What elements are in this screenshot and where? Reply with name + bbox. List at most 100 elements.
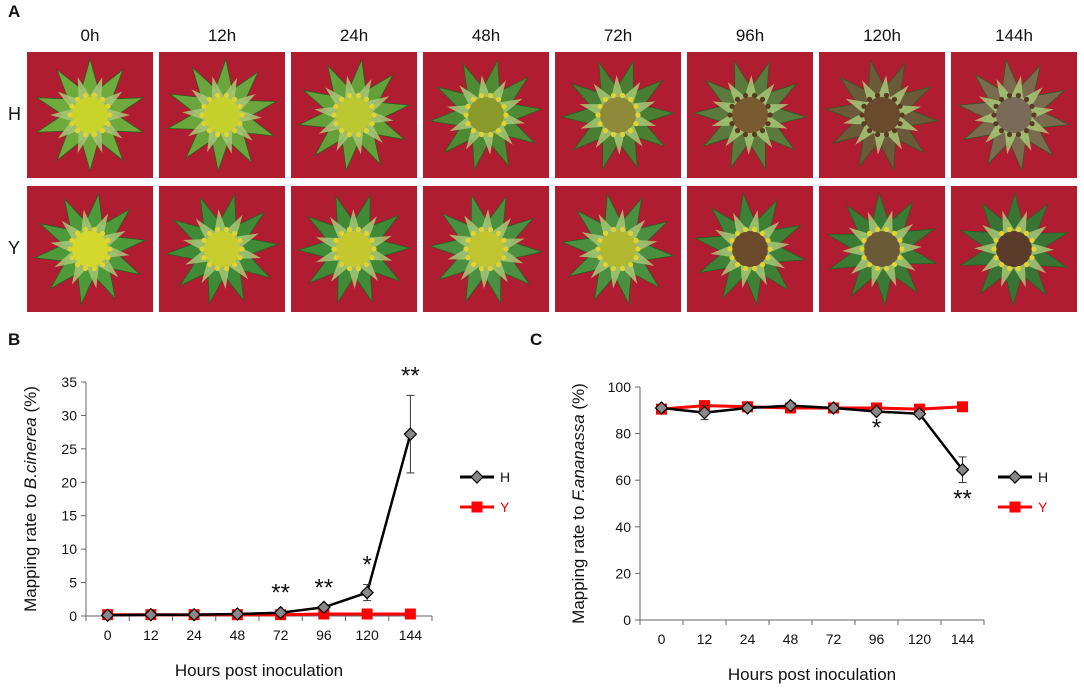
chart-b-mapping-rate-bcinerea: 0 5 10 15 20 25 30 35 0 12 24 48 72 96 120 144 Hours pos… bbox=[21, 362, 510, 680]
x-tick-label: 96 bbox=[316, 627, 332, 643]
legend-marker-y bbox=[471, 501, 483, 513]
legend-marker-h bbox=[470, 470, 484, 484]
x-axis-title: Hours post inoculation bbox=[175, 661, 343, 680]
y-tick-label: 10 bbox=[61, 541, 77, 557]
legend-label-h: H bbox=[500, 469, 510, 485]
series-line-h bbox=[107, 433, 412, 617]
significance-marker: ** bbox=[315, 574, 334, 601]
y-tick-label: 80 bbox=[615, 426, 631, 442]
flower-photo-h-48h bbox=[423, 52, 549, 178]
flower-photo-h-72h bbox=[555, 52, 681, 178]
flower-photo-y-24h bbox=[291, 186, 417, 312]
y-tick-label: 30 bbox=[61, 407, 77, 423]
data-point-y bbox=[404, 608, 416, 620]
data-point-y bbox=[361, 608, 373, 620]
time-label-24h: 24h bbox=[339, 26, 369, 45]
data-point-h bbox=[144, 607, 158, 622]
time-label-72h: 72h bbox=[603, 26, 633, 45]
x-tick-label: 144 bbox=[951, 631, 975, 647]
flower-photo-y-120h bbox=[819, 186, 945, 312]
x-tick-label: 12 bbox=[697, 631, 713, 647]
x-tick-label: 48 bbox=[230, 627, 246, 643]
x-tick-label: 72 bbox=[273, 627, 289, 643]
time-label-0h: 0h bbox=[80, 26, 100, 45]
data-point-h bbox=[230, 607, 245, 621]
data-point-h bbox=[826, 401, 841, 415]
significance-marker: ** bbox=[401, 362, 420, 389]
data-point-h bbox=[100, 608, 115, 623]
legend-label-h: H bbox=[1038, 469, 1048, 485]
x-tick-label: 0 bbox=[104, 627, 112, 643]
legend-marker-y bbox=[1009, 501, 1021, 513]
significance-marker: * bbox=[872, 414, 881, 441]
flower-photo-h-144h bbox=[951, 52, 1077, 178]
x-tick-label: 24 bbox=[740, 631, 756, 647]
x-tick-label: 24 bbox=[186, 627, 202, 643]
flower-photo-h-12h bbox=[159, 52, 285, 178]
data-point-h bbox=[317, 600, 331, 615]
legend-label-y: Y bbox=[1038, 499, 1048, 515]
series-line-h bbox=[661, 404, 964, 471]
panel-label-c: C bbox=[530, 330, 543, 349]
time-label-12h: 12h bbox=[207, 26, 237, 45]
y-tick-label: 100 bbox=[608, 379, 632, 395]
flower-photo-h-96h bbox=[687, 52, 813, 178]
data-point-h bbox=[403, 427, 418, 441]
x-tick-label: 72 bbox=[826, 631, 842, 647]
data-point-h bbox=[273, 605, 288, 620]
flower-photo-y-48h bbox=[423, 186, 549, 312]
y-axis-title: Mapping rate to B.cinerea (%) bbox=[21, 386, 40, 612]
data-point-y bbox=[957, 401, 968, 413]
flower-photo-y-144h bbox=[951, 186, 1077, 312]
y-tick-label: 5 bbox=[69, 575, 77, 591]
data-point-h bbox=[869, 404, 884, 419]
data-point-h bbox=[740, 401, 755, 415]
x-tick-label: 96 bbox=[869, 631, 885, 647]
data-point-h bbox=[955, 462, 970, 477]
data-point-h bbox=[912, 406, 927, 421]
significance-marker: ** bbox=[953, 486, 972, 513]
flower-photo-h-120h bbox=[819, 52, 945, 178]
significance-marker: ** bbox=[271, 580, 290, 607]
x-tick-label: 144 bbox=[399, 627, 423, 643]
x-tick-label: 0 bbox=[658, 631, 666, 647]
y-tick-label: 0 bbox=[623, 612, 631, 628]
y-axis-title: Mapping rate to F.ananassa (%) bbox=[569, 383, 588, 624]
panel-label-a: A bbox=[8, 2, 21, 21]
y-tick-label: 60 bbox=[615, 472, 631, 488]
y-tick-label: 25 bbox=[61, 441, 77, 457]
x-tick-label: 48 bbox=[783, 631, 799, 647]
chart-c-mapping-rate-fananassa: 0 20 40 60 80 100 0 12 24 48 72 96 120 144 Hours post … bbox=[569, 379, 1048, 684]
row-label-h: H bbox=[8, 104, 21, 124]
x-tick-label: 120 bbox=[908, 631, 932, 647]
x-axis-title: Hours post inoculation bbox=[728, 665, 896, 684]
y-tick-label: 0 bbox=[69, 608, 77, 624]
y-tick-label: 40 bbox=[615, 519, 631, 535]
legend-marker-h bbox=[1008, 470, 1022, 484]
x-tick-label: 12 bbox=[143, 627, 159, 643]
data-point-h bbox=[654, 401, 669, 415]
y-tick-label: 20 bbox=[61, 474, 77, 490]
flower-photo-y-72h bbox=[555, 186, 681, 312]
time-label-96h: 96h bbox=[735, 26, 765, 45]
flower-photo-y-12h bbox=[159, 186, 285, 312]
data-point-h bbox=[697, 405, 712, 420]
row-label-y: Y bbox=[8, 238, 21, 258]
y-tick-label: 15 bbox=[61, 508, 77, 524]
flower-photo-y-96h bbox=[687, 186, 813, 312]
panel-label-b: B bbox=[8, 330, 21, 349]
y-tick-label: 35 bbox=[61, 374, 77, 390]
significance-marker: * bbox=[362, 552, 371, 579]
time-label-144h: 144h bbox=[995, 26, 1033, 45]
flower-photo-y-0h bbox=[27, 186, 153, 312]
time-label-48h: 48h bbox=[471, 26, 501, 45]
legend-label-y: Y bbox=[500, 499, 510, 515]
time-label-120h: 120h bbox=[863, 26, 901, 45]
flower-photo-h-24h bbox=[291, 52, 417, 178]
flower-photo-h-0h bbox=[27, 52, 153, 178]
data-point-h bbox=[360, 585, 374, 600]
data-point-h bbox=[187, 607, 201, 622]
x-tick-label: 120 bbox=[355, 627, 379, 643]
y-tick-label: 20 bbox=[615, 565, 631, 581]
data-point-h bbox=[783, 398, 798, 413]
